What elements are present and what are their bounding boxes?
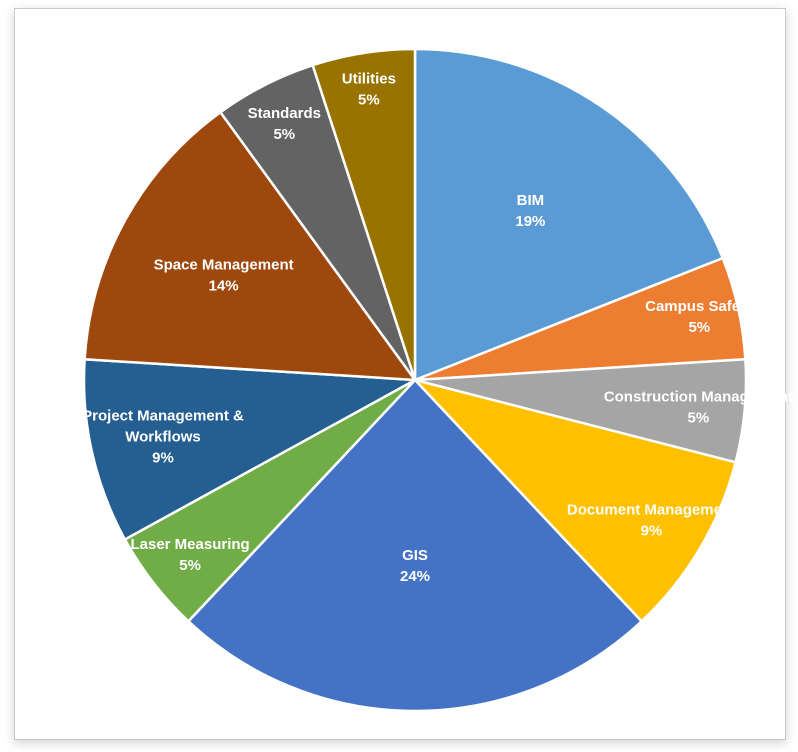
pie-slice-document-management	[413, 378, 737, 623]
pie-slice-project-management-workflows	[82, 357, 417, 541]
slice-label-standards: Standards 5%	[248, 105, 321, 143]
slice-label-laser-measuring: Laser Measuring 5%	[130, 536, 249, 574]
slice-label-campus-safety: Campus Safety 5%	[645, 298, 754, 336]
slice-name: Laser Measuring	[130, 536, 249, 553]
slice-label-space-management: Space Management 14%	[154, 256, 294, 294]
pie-slice-utilities	[311, 47, 417, 382]
pie-slice-bim	[413, 47, 725, 382]
slice-name: Campus Safety	[645, 298, 754, 315]
pie-slices	[82, 47, 748, 713]
slice-label-utilities: Utilities 5%	[342, 71, 396, 109]
slice-percent: 9%	[641, 522, 663, 539]
slice-label-gis: GIS 24%	[400, 547, 430, 585]
slice-name: Standards	[248, 105, 321, 122]
slice-label-document-management: Document Management 9%	[567, 501, 736, 539]
slice-label-construction-management: Construction Management 5%	[604, 388, 793, 426]
slice-name: Document Management	[567, 501, 736, 518]
slice-percent: 5%	[358, 92, 380, 109]
pie-slice-space-management	[83, 110, 417, 382]
slice-name: Workflows	[125, 428, 201, 445]
slice-percent: 14%	[209, 277, 239, 294]
slice-percent: 5%	[179, 557, 201, 574]
slice-percent: 24%	[400, 568, 430, 585]
slice-name: Space Management	[154, 256, 294, 273]
slice-name: Construction Management	[604, 388, 793, 405]
slice-percent: 9%	[152, 449, 174, 466]
slice-percent: 19%	[515, 213, 545, 230]
pie-labels: BIM 19%Campus Safety 5%Construction Manage…	[82, 71, 793, 585]
slice-name: BIM	[517, 192, 545, 209]
slice-percent: 5%	[688, 319, 710, 336]
slice-label-project-management-workflows: Project Management & Workflows 9%	[82, 407, 244, 466]
pie-slice-gis	[187, 378, 643, 713]
slice-percent: 5%	[273, 126, 295, 143]
slice-percent: 5%	[688, 409, 710, 426]
slice-name: Utilities	[342, 71, 396, 88]
slice-name: GIS	[402, 547, 428, 564]
slice-label-bim: BIM 19%	[515, 192, 545, 230]
slice-name: Project Management &	[82, 407, 244, 424]
